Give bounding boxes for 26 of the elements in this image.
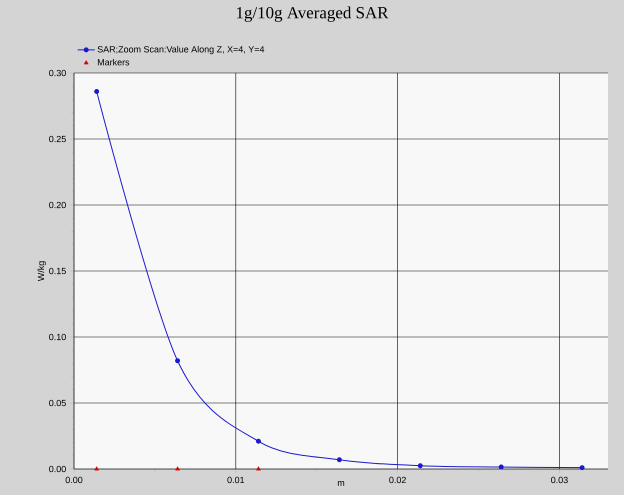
point xyxy=(175,466,180,470)
y-tick-label: 0.30 xyxy=(49,70,66,76)
point xyxy=(256,438,261,444)
x-tick-label: 0.00 xyxy=(66,476,82,484)
point xyxy=(256,466,261,470)
y-tick-label: 0.10 xyxy=(49,334,66,340)
legend-label: SAR;Zoom Scan:Value Along Z, X=4, Y=4 xyxy=(98,46,264,54)
y-tick-label: 0.25 xyxy=(49,136,66,142)
x-tick-label: 0.01 xyxy=(227,476,244,484)
point xyxy=(175,358,180,364)
point xyxy=(580,465,585,470)
x-tick-label: 0.02 xyxy=(389,476,406,484)
point xyxy=(94,88,100,94)
y-tick-label: 0.20 xyxy=(49,202,66,208)
point xyxy=(418,463,423,468)
y-tick-label: 0.00 xyxy=(49,466,66,472)
legend-label: Markers xyxy=(98,58,130,66)
x-tick-label: 0.03 xyxy=(551,476,568,484)
x-axis-title: m xyxy=(338,480,344,486)
point xyxy=(498,464,504,470)
y-axis-title: W/kg xyxy=(38,261,46,282)
chart-title: 1g/10g Averaged SAR xyxy=(236,6,388,22)
point xyxy=(336,457,342,462)
y-tick-label: 0.05 xyxy=(49,400,66,406)
point xyxy=(94,466,100,470)
y-tick-label: 0.15 xyxy=(49,268,66,274)
